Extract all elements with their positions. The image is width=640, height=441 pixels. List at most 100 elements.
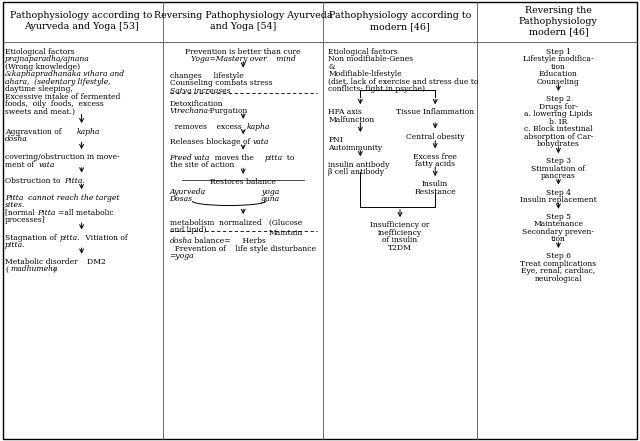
Text: Releases blockage of: Releases blockage of: [170, 138, 252, 146]
Text: Education: Education: [539, 70, 578, 78]
Text: Step 4: Step 4: [546, 189, 571, 197]
Text: vata: vata: [38, 161, 55, 169]
Text: the site of action: the site of action: [170, 161, 234, 169]
Text: inefficiency: inefficiency: [378, 229, 422, 237]
Text: (: (: [5, 265, 8, 273]
Text: neurological: neurological: [534, 275, 582, 283]
Text: =all metabolic: =all metabolic: [58, 209, 113, 217]
Text: prajnaparadha/ajnana: prajnaparadha/ajnana: [5, 55, 90, 63]
Text: metabolism  normalized   (Glucose: metabolism normalized (Glucose: [170, 219, 302, 227]
Text: Reversing Pathophysiology Ayurveda
and Yoga [54]: Reversing Pathophysiology Ayurveda and Y…: [154, 11, 332, 31]
Text: guna: guna: [261, 195, 280, 203]
Text: pitta: pitta: [264, 154, 282, 162]
Text: fatty acids: fatty acids: [415, 160, 455, 168]
Text: changes     lifestyle: changes lifestyle: [170, 72, 243, 80]
Text: conflicts- fight in psyche): conflicts- fight in psyche): [328, 85, 426, 93]
Text: Insulin: Insulin: [422, 180, 449, 188]
Text: Excess free: Excess free: [413, 153, 457, 161]
Text: Step 6: Step 6: [546, 252, 571, 260]
Text: Eye, renal, cardiac,: Eye, renal, cardiac,: [522, 267, 595, 275]
Text: ment of: ment of: [5, 161, 36, 169]
Text: absorption of Car-: absorption of Car-: [524, 133, 593, 141]
Text: processes]: processes]: [5, 216, 46, 224]
Text: balance=     Herbs: balance= Herbs: [192, 237, 266, 245]
Text: dosha: dosha: [5, 135, 28, 143]
Text: Vitiation of: Vitiation of: [83, 234, 127, 242]
Text: Prevention of    life style disturbance: Prevention of life style disturbance: [170, 245, 316, 253]
Text: Autoimmunity: Autoimmunity: [328, 144, 383, 152]
Text: Pathophysiology according to
Ayurveda and Yoga [53]: Pathophysiology according to Ayurveda an…: [10, 11, 153, 31]
Text: Detoxification: Detoxification: [170, 100, 223, 108]
Text: Aggravation of: Aggravation of: [5, 128, 81, 136]
Text: &kaphapradhanaka vihara and: &kaphapradhanaka vihara and: [5, 70, 124, 78]
Text: removes    excess: removes excess: [170, 123, 244, 131]
Text: yoga: yoga: [261, 188, 280, 196]
Text: Reversing the
Pathophysiology
modern [46]: Reversing the Pathophysiology modern [46…: [519, 6, 598, 36]
Text: Pathophysiology according to
modern [46]: Pathophysiology according to modern [46]: [329, 11, 471, 31]
Text: Restores balance: Restores balance: [211, 178, 276, 186]
Text: Obstruction to: Obstruction to: [5, 177, 63, 185]
Text: β cell antibody: β cell antibody: [328, 168, 384, 176]
Text: Etiological factors: Etiological factors: [328, 48, 398, 56]
Text: c. Block intestinal: c. Block intestinal: [524, 125, 593, 133]
Text: sites.: sites.: [5, 201, 26, 209]
Text: ): ): [52, 265, 56, 273]
Text: Pitta.: Pitta.: [64, 177, 84, 185]
Text: pitta.: pitta.: [5, 241, 26, 249]
Text: Pitta: Pitta: [37, 209, 56, 217]
Text: (Wrong knowledge): (Wrong knowledge): [5, 63, 80, 71]
Text: Counseling combats stress: Counseling combats stress: [170, 79, 272, 87]
Text: kapha: kapha: [247, 123, 271, 131]
Text: Step 1: Step 1: [546, 48, 571, 56]
Text: Ayurveda: Ayurveda: [170, 188, 205, 196]
Text: Stimulation of: Stimulation of: [531, 165, 586, 173]
Text: Step 2: Step 2: [546, 95, 571, 103]
Text: Non modifiable-Genes: Non modifiable-Genes: [328, 55, 413, 63]
Text: (diet, lack of exercise and stress due to: (diet, lack of exercise and stress due t…: [328, 78, 479, 86]
Text: Satva increases: Satva increases: [170, 87, 230, 95]
Text: of insulin: of insulin: [382, 236, 418, 244]
Text: tion: tion: [551, 235, 566, 243]
Text: Lifestyle modifica-: Lifestyle modifica-: [523, 55, 594, 63]
Text: Yoga=Mastery over    mind: Yoga=Mastery over mind: [191, 55, 296, 63]
Text: Stagnation of: Stagnation of: [5, 234, 59, 242]
Text: bohydrates: bohydrates: [537, 140, 580, 148]
Text: Maintain: Maintain: [269, 229, 303, 237]
Text: vata: vata: [194, 154, 211, 162]
Text: Step 5: Step 5: [546, 213, 571, 221]
Text: Dosas: Dosas: [170, 195, 193, 203]
Text: moves the: moves the: [210, 154, 261, 162]
Text: [normal: [normal: [5, 209, 37, 217]
Text: Prevention is better than cure: Prevention is better than cure: [186, 48, 301, 56]
Text: Secondary preven-: Secondary preven-: [522, 228, 595, 236]
Text: &: &: [328, 63, 335, 71]
Text: Treat complications: Treat complications: [520, 260, 596, 268]
Text: daytime sleeping,: daytime sleeping,: [5, 85, 73, 93]
Text: covering/obstruction in move-: covering/obstruction in move-: [5, 153, 120, 161]
Text: madhumeha: madhumeha: [10, 265, 58, 273]
Text: Freed: Freed: [170, 154, 195, 162]
Text: -Purgation: -Purgation: [207, 107, 248, 115]
Text: =yoga: =yoga: [170, 252, 194, 260]
Text: to: to: [282, 154, 294, 162]
Text: Virechana: Virechana: [170, 107, 209, 115]
Text: Pitta  cannot reach the target: Pitta cannot reach the target: [5, 194, 120, 202]
Text: PNI: PNI: [328, 136, 343, 144]
Text: insulin antibody: insulin antibody: [328, 161, 390, 168]
Text: Etiological factors: Etiological factors: [5, 48, 75, 56]
Text: Insulin replacement: Insulin replacement: [520, 196, 596, 204]
Text: vata: vata: [253, 138, 269, 146]
Text: Excessive intake of fermented: Excessive intake of fermented: [5, 93, 120, 101]
Text: Metabolic disorder    DM2: Metabolic disorder DM2: [5, 258, 106, 266]
Text: and lipid): and lipid): [170, 226, 206, 234]
Text: Maintenance: Maintenance: [533, 220, 584, 228]
Text: pitta.: pitta.: [60, 234, 81, 242]
Text: dosha: dosha: [170, 237, 193, 245]
Text: HPA axis: HPA axis: [328, 108, 362, 116]
Text: a. lowering Lipids: a. lowering Lipids: [524, 110, 593, 118]
Text: Drugs for-: Drugs for-: [539, 103, 578, 111]
Text: pancreas: pancreas: [541, 172, 576, 180]
Text: Central obesity: Central obesity: [406, 133, 465, 141]
Text: foods,  oily  foods,  excess: foods, oily foods, excess: [5, 100, 104, 108]
Text: sweets and meat.): sweets and meat.): [5, 108, 75, 116]
